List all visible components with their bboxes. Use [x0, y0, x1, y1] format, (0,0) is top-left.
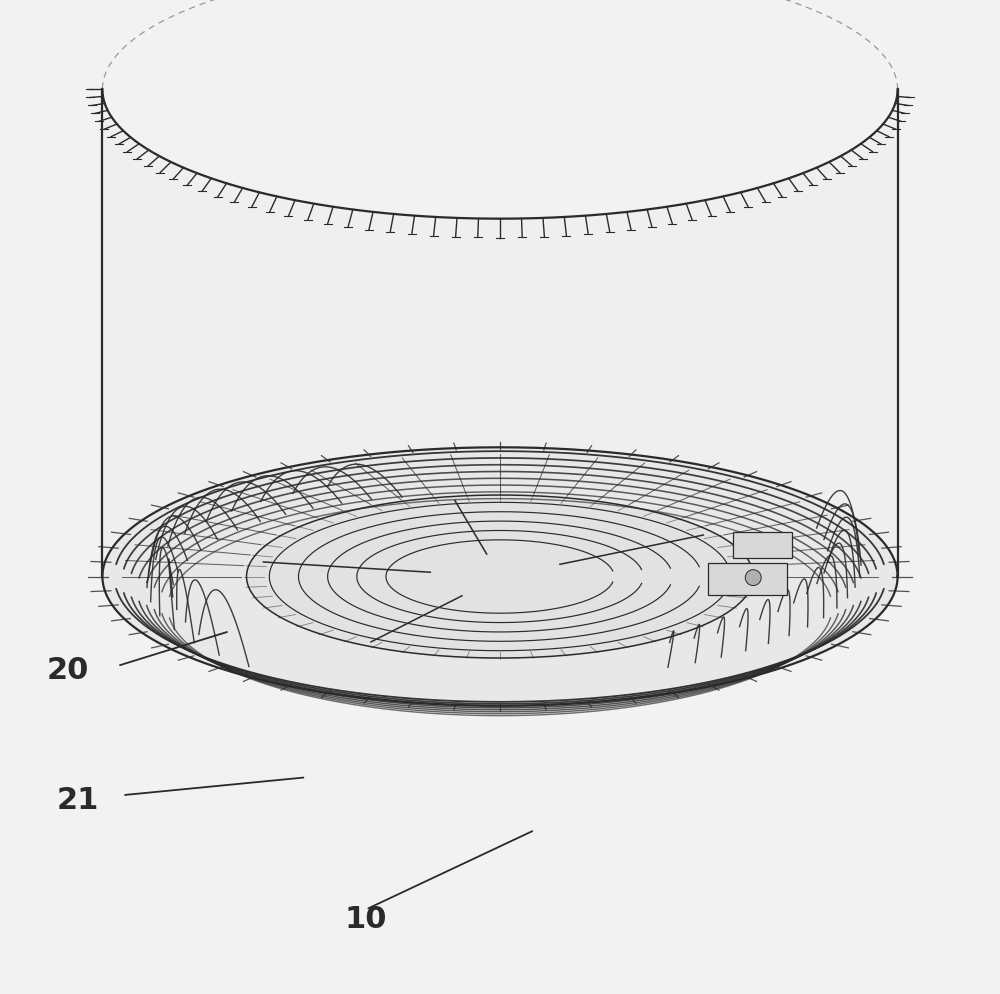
Text: 21: 21 [56, 785, 99, 815]
FancyBboxPatch shape [708, 563, 787, 594]
Polygon shape [247, 495, 753, 658]
Polygon shape [102, 89, 898, 706]
Text: 20: 20 [46, 656, 89, 686]
FancyBboxPatch shape [733, 532, 792, 558]
Circle shape [745, 570, 761, 585]
Text: 10: 10 [345, 905, 387, 934]
Polygon shape [102, 447, 898, 706]
